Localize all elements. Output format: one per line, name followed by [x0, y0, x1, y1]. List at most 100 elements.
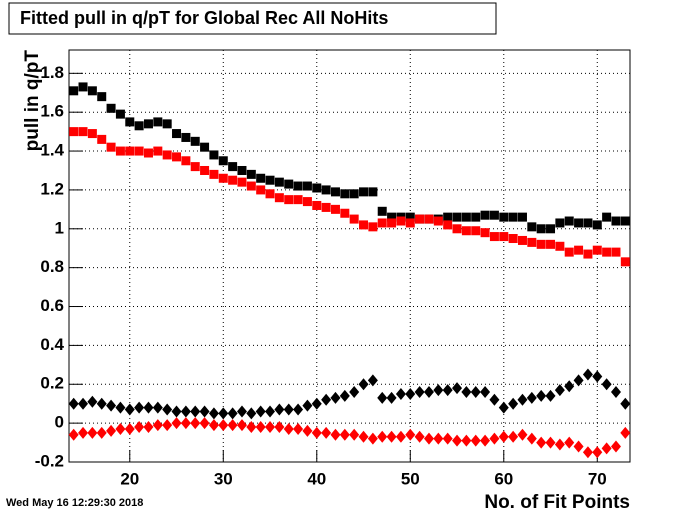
timestamp: Wed May 16 12:29:30 2018 [6, 497, 143, 509]
diamond-marker [573, 440, 584, 453]
square-marker [555, 218, 565, 228]
square-marker [134, 121, 144, 131]
square-marker [265, 189, 275, 199]
square-marker [181, 156, 191, 166]
diamond-marker [601, 442, 612, 455]
square-marker [340, 189, 350, 199]
diamond-marker [283, 403, 294, 416]
square-marker [330, 187, 340, 197]
diamond-marker [564, 436, 575, 449]
square-marker [218, 173, 228, 183]
square-marker [143, 148, 153, 158]
square-marker [359, 220, 369, 230]
square-marker [284, 195, 294, 205]
diamond-marker [227, 419, 238, 432]
square-marker [349, 189, 359, 199]
x-tick-label: 70 [588, 469, 607, 488]
diamond-marker [87, 395, 98, 408]
square-marker [499, 212, 509, 222]
square-marker [461, 212, 471, 222]
square-marker [153, 146, 163, 156]
square-marker [106, 142, 116, 152]
square-marker [527, 237, 537, 247]
diamond-marker [199, 417, 210, 430]
diamond-marker [508, 430, 519, 443]
diamond-marker [171, 417, 182, 430]
square-marker [489, 232, 499, 242]
diamond-marker [143, 401, 154, 414]
diamond-marker [302, 399, 313, 412]
diamond-marker [610, 440, 621, 453]
diamond-marker [349, 428, 360, 441]
diamond-marker [330, 391, 341, 404]
x-axis-label: No. of Fit Points [484, 492, 630, 513]
square-marker [115, 146, 125, 156]
diamond-marker [274, 403, 285, 416]
square-marker [546, 224, 556, 234]
square-marker [312, 183, 322, 193]
diamond-marker [143, 421, 154, 434]
y-tick-label: 1 [55, 218, 64, 237]
square-marker [405, 212, 415, 222]
square-marker [153, 117, 163, 127]
square-marker [443, 212, 453, 222]
diamond-marker [199, 405, 210, 418]
diamond-marker [526, 432, 537, 445]
diamond-marker [124, 422, 135, 435]
square-marker [246, 181, 256, 191]
square-marker [620, 257, 630, 267]
diamond-marker [311, 426, 322, 439]
square-marker [274, 177, 284, 187]
square-marker [489, 210, 499, 220]
square-marker [246, 169, 256, 179]
square-marker [592, 220, 602, 230]
diamond-marker [358, 378, 369, 391]
diamond-marker [162, 419, 173, 432]
diamond-marker [96, 397, 107, 410]
square-marker [415, 214, 425, 224]
y-tick-label: 1.6 [40, 102, 64, 121]
diamond-marker [152, 419, 163, 432]
diamond-marker [367, 432, 378, 445]
square-marker [237, 177, 247, 187]
square-marker [359, 187, 369, 197]
square-marker [517, 235, 527, 245]
square-marker [452, 212, 462, 222]
diamond-marker [386, 430, 397, 443]
square-marker [611, 247, 621, 257]
diamond-marker [442, 432, 453, 445]
diamond-marker [283, 422, 294, 435]
diamond-marker [433, 432, 444, 445]
diamond-marker [377, 430, 388, 443]
square-marker [499, 232, 509, 242]
diamond-marker [293, 403, 304, 416]
square-marker [387, 218, 397, 228]
diamond-marker [162, 403, 173, 416]
diamond-marker [582, 446, 593, 459]
diamond-marker [78, 397, 89, 410]
square-marker [209, 169, 219, 179]
diamond-marker [461, 386, 472, 399]
diamond-marker [423, 386, 434, 399]
diamond-marker [208, 407, 219, 420]
diamond-marker [321, 426, 332, 439]
diamond-marker [554, 384, 565, 397]
square-marker [78, 82, 88, 92]
x-tick-label: 60 [494, 469, 513, 488]
square-marker [583, 218, 593, 228]
diamond-marker [508, 397, 519, 410]
diamond-marker [498, 430, 509, 443]
diamond-marker [470, 386, 481, 399]
diamond-marker [246, 407, 257, 420]
square-marker [162, 119, 172, 129]
diamond-marker [330, 428, 341, 441]
diamond-marker [367, 374, 378, 387]
square-marker [602, 247, 612, 257]
diamond-marker [208, 419, 219, 432]
diamond-marker [452, 382, 463, 395]
diamond-marker [461, 434, 472, 447]
square-marker [69, 127, 79, 137]
diamond-marker [480, 386, 491, 399]
square-marker [387, 212, 397, 222]
